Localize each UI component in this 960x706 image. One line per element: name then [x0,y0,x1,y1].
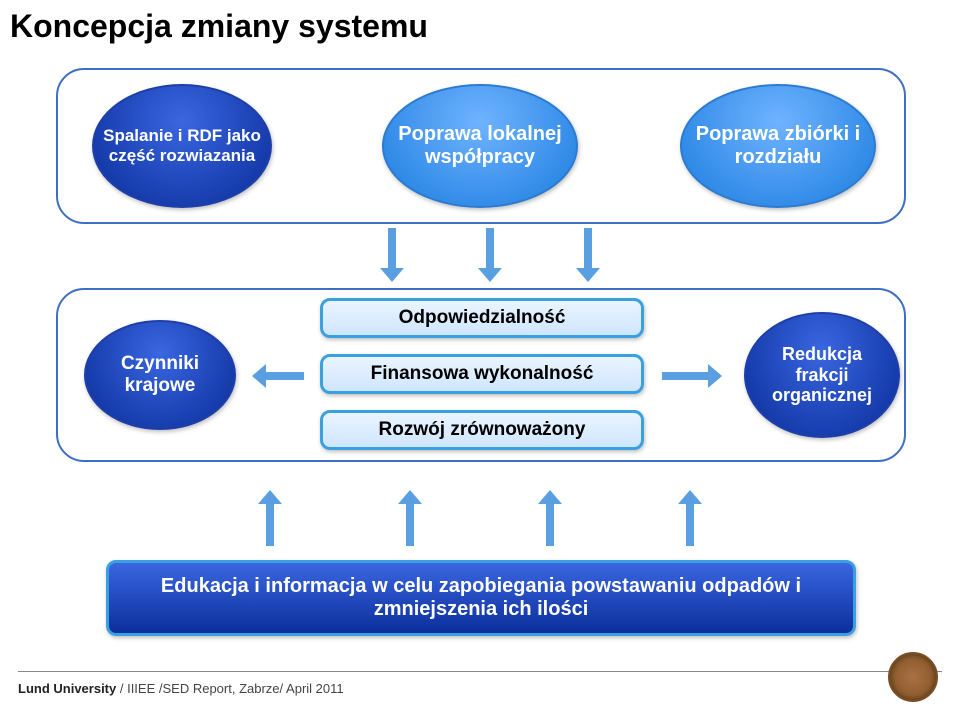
box-rozwoj: Rozwój zrównoważony [320,410,644,450]
arrow-right_small [662,364,722,388]
bubble-poprawa-wspolpracy: Poprawa lokalnej współpracy [382,84,578,208]
footer-rest: / IIIEE /SED Report, Zabrze/ April 2011 [116,681,343,696]
bubble-poprawa-zbiorki: Poprawa zbiórki i rozdziału [680,84,876,208]
bubble-spalanie: Spalanie i RDF jako część rozwiazania [92,84,272,208]
box-odpowiedzialnosc: Odpowiedzialność [320,298,644,338]
bubble-poprawa-zbiorki-label: Poprawa zbiórki i rozdziału [682,119,874,173]
arrow-up_2 [398,490,422,546]
box-edukacja-label: Edukacja i informacja w celu zapobiegani… [123,575,839,621]
box-edukacja: Edukacja i informacja w celu zapobiegani… [106,560,856,636]
box-rozwoj-label: Rozwój zrównoważony [379,419,586,441]
arrow-up_4 [678,490,702,546]
footer-bold: Lund University [18,681,116,696]
university-seal-icon [888,652,938,702]
bubble-redukcja-label: Redukcja frakcji organicznej [746,340,898,410]
bubble-spalanie-label: Spalanie i RDF jako część rozwiazania [94,122,270,169]
arrow-up_1 [258,490,282,546]
arrow-up_3 [538,490,562,546]
bubble-czynniki: Czynniki krajowe [84,320,236,430]
bubble-redukcja: Redukcja frakcji organicznej [744,312,900,438]
arrow-down_mid [478,228,502,282]
footer-text: Lund University / IIIEE /SED Report, Zab… [18,681,344,696]
arrow-left_small [252,364,304,388]
box-finansowa: Finansowa wykonalność [320,354,644,394]
box-odpowiedzialnosc-label: Odpowiedzialność [399,307,566,329]
page-title: Koncepcja zmiany systemu [10,8,428,45]
bubble-czynniki-label: Czynniki krajowe [86,349,234,401]
box-finansowa-label: Finansowa wykonalność [371,363,594,385]
arrow-down_right [576,228,600,282]
footer-divider [18,671,942,672]
arrow-down_left [380,228,404,282]
bubble-poprawa-wspolpracy-label: Poprawa lokalnej współpracy [384,119,576,173]
